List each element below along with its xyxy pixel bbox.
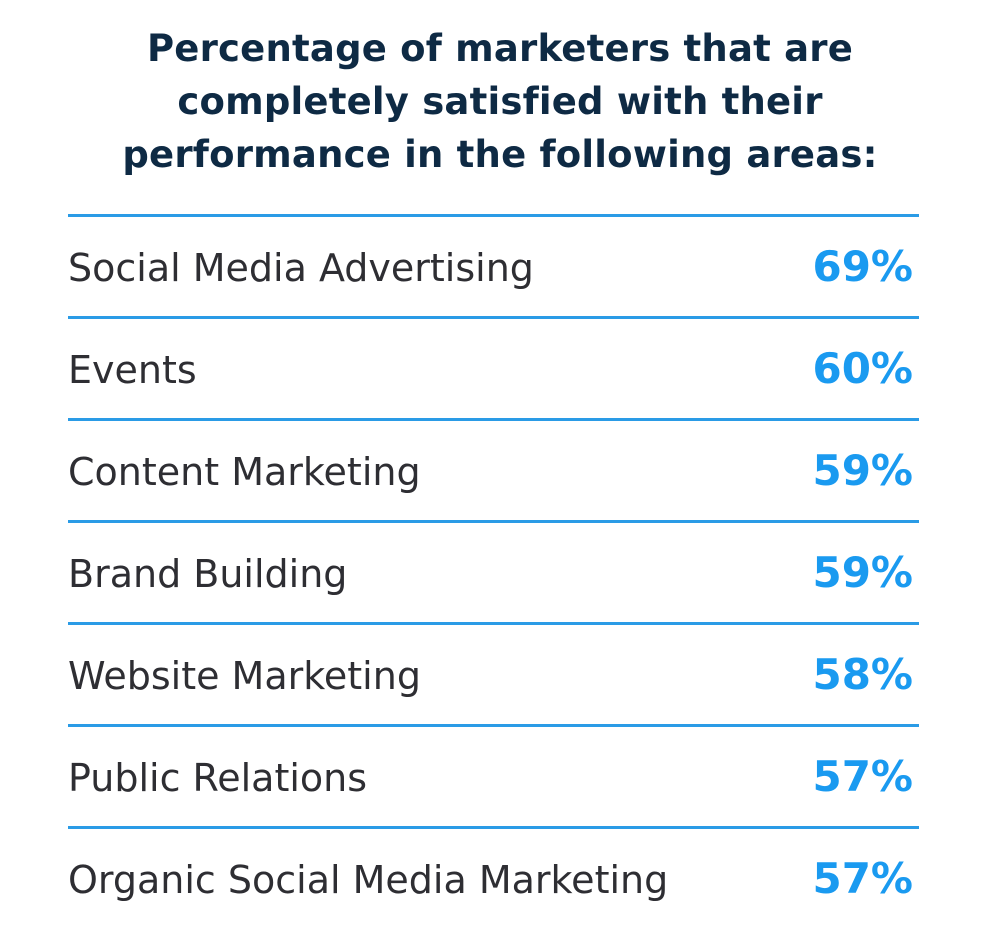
row-label: Events (68, 348, 197, 392)
table-row: Social Media Advertising 69% (68, 214, 919, 316)
row-value: 59% (812, 548, 913, 597)
satisfaction-table: Social Media Advertising 69% Events 60% Co… (68, 214, 919, 928)
row-value: 59% (812, 446, 913, 495)
row-value: 58% (812, 650, 913, 699)
row-label: Website Marketing (68, 654, 421, 698)
chart-title: Percentage of marketers that are complet… (0, 22, 1000, 181)
table-row: Brand Building 59% (68, 520, 919, 622)
table-row: Website Marketing 58% (68, 622, 919, 724)
table-row: Events 60% (68, 316, 919, 418)
row-label: Content Marketing (68, 450, 421, 494)
row-label: Organic Social Media Marketing (68, 858, 669, 902)
row-value: 60% (812, 344, 913, 393)
table-row: Public Relations 57% (68, 724, 919, 826)
row-value: 57% (812, 752, 913, 801)
table-row: Content Marketing 59% (68, 418, 919, 520)
row-value: 57% (812, 854, 913, 903)
row-label: Public Relations (68, 756, 368, 800)
row-label: Brand Building (68, 552, 348, 596)
title-line: Percentage of marketers that are (146, 27, 854, 70)
row-value: 69% (812, 242, 913, 291)
row-label: Social Media Advertising (68, 246, 534, 290)
title-line: performance in the following areas: (122, 133, 878, 176)
title-line: completely satisfied with their (177, 80, 823, 123)
table-row: Organic Social Media Marketing 57% (68, 826, 919, 928)
